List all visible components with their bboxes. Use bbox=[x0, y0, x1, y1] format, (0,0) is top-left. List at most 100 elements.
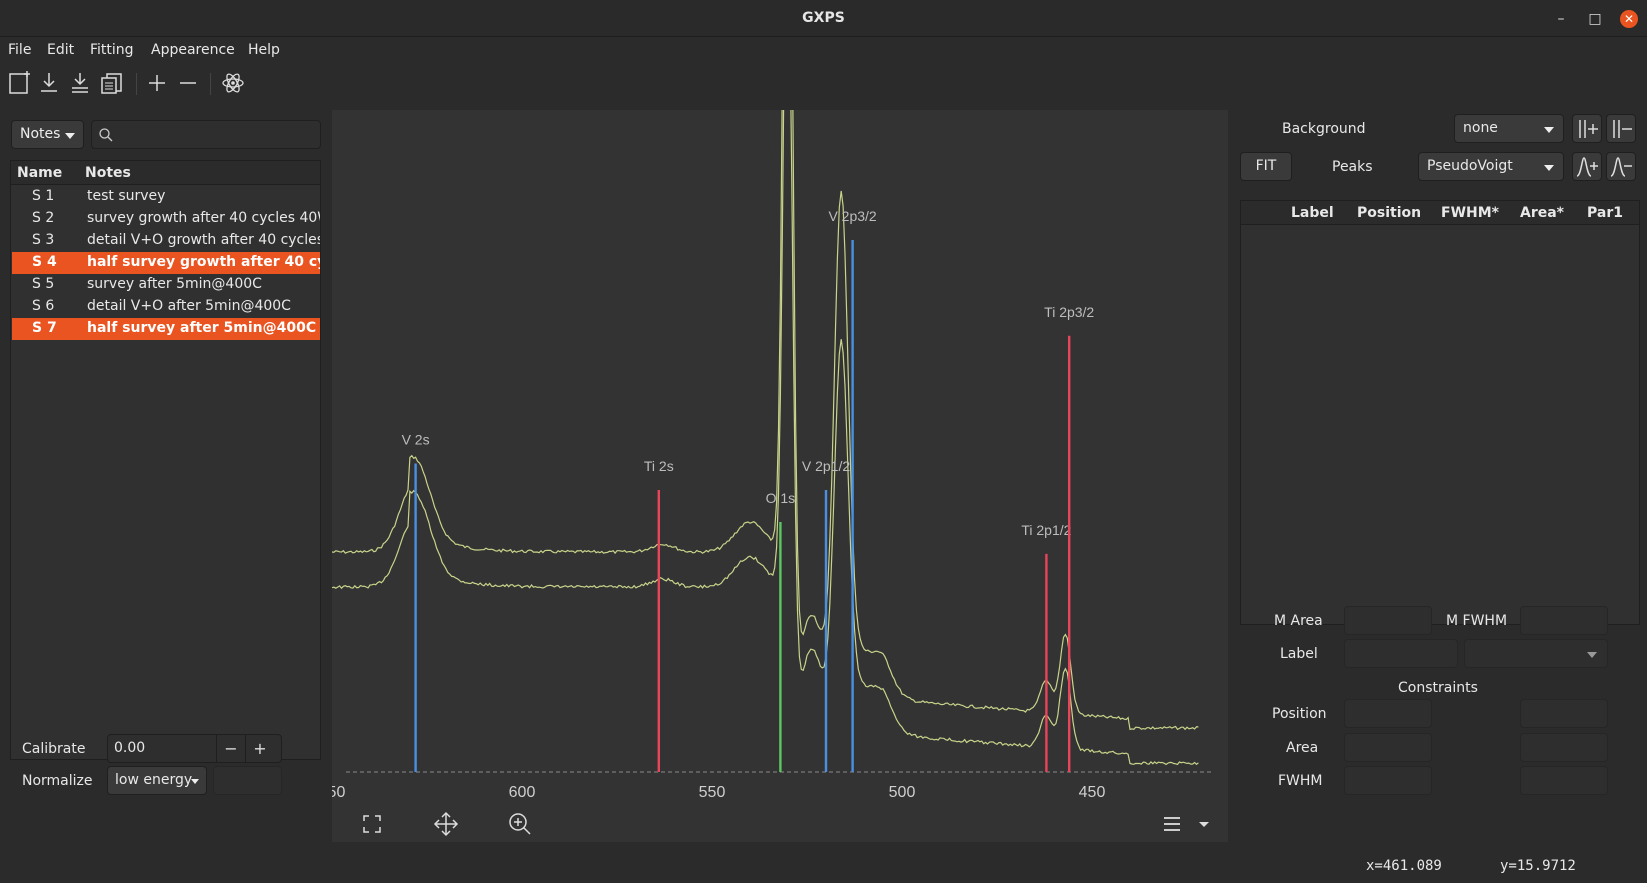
table-row[interactable]: S 4 half survey growth after 40 cycle bbox=[12, 252, 320, 274]
spectrum-curve-lower bbox=[332, 110, 1199, 766]
normalize-combo[interactable]: low energy bbox=[107, 766, 207, 795]
menu-help[interactable]: Help bbox=[248, 42, 280, 58]
normalize-value-field[interactable] bbox=[213, 766, 282, 795]
window-title: GXPS bbox=[802, 10, 845, 26]
column-par1[interactable]: Par1 bbox=[1587, 205, 1623, 221]
x-tick-label: 650 bbox=[332, 784, 345, 801]
row-name: S 5 bbox=[32, 276, 55, 292]
add-background-button[interactable] bbox=[1572, 114, 1602, 143]
peaks-combo[interactable]: PseudoVoigt bbox=[1418, 152, 1564, 181]
remove-peak-button[interactable] bbox=[1606, 152, 1636, 181]
area-label: Area bbox=[1286, 740, 1319, 756]
chevron-down-icon bbox=[191, 779, 199, 784]
row-name: S 2 bbox=[32, 210, 55, 226]
m-area-label: M Area bbox=[1274, 613, 1323, 629]
import-icon[interactable] bbox=[36, 69, 64, 97]
calibrate-label: Calibrate bbox=[22, 741, 86, 757]
menu-edit[interactable]: Edit bbox=[47, 42, 75, 58]
label-field[interactable] bbox=[1344, 639, 1458, 668]
import-multiple-icon[interactable] bbox=[67, 69, 95, 97]
column-label[interactable]: Label bbox=[1291, 205, 1334, 221]
table-row[interactable]: S 1 test survey bbox=[12, 186, 320, 208]
x-tick-label: 600 bbox=[509, 784, 536, 801]
column-fwhm[interactable]: FWHM* bbox=[1441, 205, 1499, 221]
chevron-down-icon bbox=[1587, 652, 1597, 658]
toolbar bbox=[0, 63, 1647, 103]
area-min-field[interactable] bbox=[1344, 733, 1432, 762]
area-max-field[interactable] bbox=[1520, 733, 1608, 762]
menu-file[interactable]: File bbox=[8, 42, 32, 58]
column-notes[interactable]: Notes bbox=[85, 165, 131, 181]
fwhm-max-field[interactable] bbox=[1520, 766, 1608, 795]
fwhm-label: FWHM bbox=[1278, 773, 1323, 789]
x-tick-label: 450 bbox=[1079, 784, 1106, 801]
remove-background-icon bbox=[1613, 120, 1632, 138]
row-name: S 7 bbox=[32, 320, 57, 336]
position-max-field[interactable] bbox=[1520, 699, 1608, 728]
fit-button[interactable]: FIT bbox=[1240, 152, 1292, 181]
chevron-down-icon bbox=[1544, 127, 1554, 133]
add-background-icon bbox=[1579, 120, 1598, 138]
m-fwhm-field[interactable] bbox=[1520, 606, 1608, 635]
label-combo[interactable] bbox=[1464, 639, 1608, 668]
remove-background-button[interactable] bbox=[1606, 114, 1636, 143]
add-peak-button[interactable] bbox=[1572, 152, 1602, 181]
spectrum-plot[interactable]: 650 600 550 500 450 V 2s Ti 2s O 1s V 2p1/2 V 2p3… bbox=[332, 110, 1228, 842]
x-tick-label: 550 bbox=[699, 784, 726, 801]
zoom-fit-icon[interactable] bbox=[358, 810, 386, 838]
table-row[interactable]: S 7 half survey after 5min@400C bbox=[12, 318, 320, 340]
title-bar: GXPS – □ ✕ bbox=[0, 0, 1647, 37]
row-notes: half survey growth after 40 cycle bbox=[87, 254, 320, 270]
decrement-button[interactable]: − bbox=[216, 735, 245, 762]
minimize-button[interactable]: – bbox=[1557, 11, 1565, 27]
chevron-down-icon[interactable] bbox=[1190, 810, 1218, 838]
zoom-in-icon[interactable] bbox=[506, 810, 534, 838]
calibrate-value[interactable]: 0.00 bbox=[114, 740, 146, 756]
filter-dropdown[interactable]: Notes bbox=[11, 120, 84, 149]
menu-icon[interactable] bbox=[1158, 810, 1186, 838]
row-notes: half survey after 5min@400C bbox=[87, 320, 317, 336]
pan-icon[interactable] bbox=[432, 810, 460, 838]
table-row[interactable]: S 5 survey after 5min@400C bbox=[12, 274, 320, 296]
peaks-table-header: Label Position FWHM* Area* Par1 bbox=[1241, 201, 1639, 225]
row-notes: detail V+O after 5min@400C bbox=[87, 298, 291, 314]
row-notes: survey after 5min@400C bbox=[87, 276, 262, 292]
copy-files-icon[interactable] bbox=[98, 69, 126, 97]
m-area-field[interactable] bbox=[1344, 606, 1432, 635]
x-tick-label: 500 bbox=[889, 784, 916, 801]
calibrate-spinbox[interactable]: 0.00 − + bbox=[107, 734, 282, 763]
search-icon bbox=[99, 128, 113, 142]
chevron-down-icon bbox=[1544, 165, 1554, 171]
table-row[interactable]: S 3 detail V+O growth after 40 cycles 4( bbox=[12, 230, 320, 252]
chevron-down-icon bbox=[65, 133, 75, 139]
row-name: S 3 bbox=[32, 232, 55, 248]
search-input[interactable] bbox=[91, 120, 321, 149]
background-combo[interactable]: none bbox=[1454, 114, 1564, 143]
close-button[interactable]: ✕ bbox=[1620, 10, 1638, 28]
column-position[interactable]: Position bbox=[1357, 205, 1422, 221]
maximize-button[interactable]: □ bbox=[1588, 11, 1602, 27]
row-notes: test survey bbox=[87, 188, 166, 204]
menu-fitting[interactable]: Fitting bbox=[90, 42, 134, 58]
elements-icon[interactable] bbox=[219, 69, 247, 97]
position-min-field[interactable] bbox=[1344, 699, 1432, 728]
label-label: Label bbox=[1280, 646, 1318, 662]
remove-icon[interactable] bbox=[174, 69, 202, 97]
column-name[interactable]: Name bbox=[17, 165, 63, 181]
table-row[interactable]: S 2 survey growth after 40 cycles 40W-c bbox=[12, 208, 320, 230]
increment-button[interactable]: + bbox=[245, 735, 274, 762]
filter-dropdown-label: Notes bbox=[20, 126, 61, 142]
normalize-value: low energy bbox=[115, 772, 193, 788]
cursor-y-readout: y=15.9712 bbox=[1500, 858, 1576, 874]
spectra-panel: Notes Name Notes S 1 test survey S 2 survey… bbox=[0, 104, 330, 844]
column-area[interactable]: Area* bbox=[1520, 205, 1565, 221]
add-icon[interactable] bbox=[143, 69, 171, 97]
new-file-icon[interactable] bbox=[5, 69, 33, 97]
fwhm-min-field[interactable] bbox=[1344, 766, 1432, 795]
spectrum-curve-upper bbox=[332, 110, 1199, 731]
table-row[interactable]: S 6 detail V+O after 5min@400C bbox=[12, 296, 320, 318]
menu-appearence[interactable]: Appearence bbox=[151, 42, 235, 58]
plot-canvas[interactable]: 650 600 550 500 450 V 2s Ti 2s O 1s V 2p1/2 V 2p3… bbox=[332, 110, 1228, 804]
position-label: Position bbox=[1272, 706, 1327, 722]
background-label: Background bbox=[1282, 121, 1366, 137]
